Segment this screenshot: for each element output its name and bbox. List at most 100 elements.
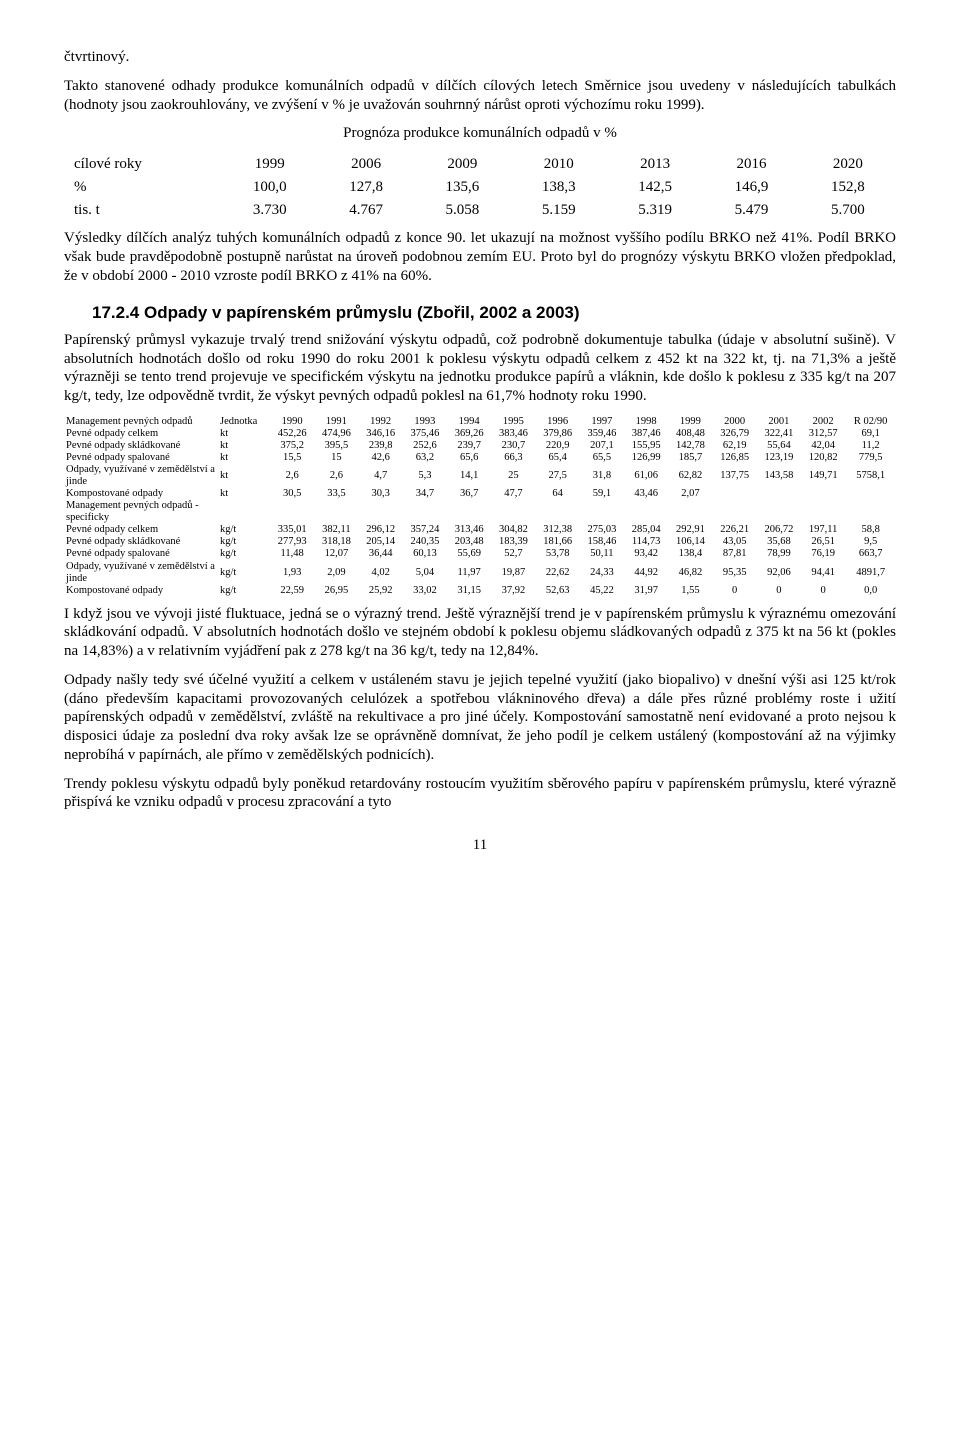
- cell: 120,82: [801, 452, 845, 464]
- cell: Pevné odpady celkem: [64, 524, 218, 536]
- cell: 47,7: [491, 488, 535, 500]
- cell: 335,01: [270, 524, 314, 536]
- cell: 369,26: [447, 428, 491, 440]
- cell: 142,5: [607, 176, 703, 199]
- cell: 126,99: [624, 452, 668, 464]
- cell: 100,0: [222, 176, 318, 199]
- cell: 24,33: [580, 561, 624, 585]
- cell: [403, 500, 447, 524]
- cell: 45,22: [580, 585, 624, 597]
- table-row: % 100,0 127,8 135,6 138,3 142,5 146,9 15…: [64, 176, 896, 199]
- cell: 55,69: [447, 548, 491, 560]
- header-cell: 1990: [270, 416, 314, 428]
- header-cell: 1999: [668, 416, 712, 428]
- cell: 146,9: [703, 176, 799, 199]
- cell: 183,39: [491, 536, 535, 548]
- cell: 9,5: [845, 536, 896, 548]
- cell: 42,6: [359, 452, 403, 464]
- cell: 275,03: [580, 524, 624, 536]
- paragraph: Papírenský průmysl vykazuje trvalý trend…: [64, 331, 896, 406]
- cell: 304,82: [491, 524, 535, 536]
- cell: 5.319: [607, 199, 703, 222]
- header-cell: cílové roky: [64, 153, 222, 176]
- cell: kt: [218, 452, 270, 464]
- cell: 44,92: [624, 561, 668, 585]
- cell: 2,07: [668, 488, 712, 500]
- paragraph: I když jsou ve vývoji jisté fluktuace, j…: [64, 605, 896, 661]
- header-cell: 2010: [511, 153, 607, 176]
- cell: 357,24: [403, 524, 447, 536]
- cell: 4.767: [318, 199, 414, 222]
- cell: 42,04: [801, 440, 845, 452]
- cell: 62,19: [713, 440, 757, 452]
- header-cell: Jednotka: [218, 416, 270, 428]
- cell: 1,93: [270, 561, 314, 585]
- cell: 26,95: [314, 585, 358, 597]
- table-row: Odpady, využívané v zemědělství a jindek…: [64, 464, 896, 488]
- cell: 37,92: [491, 585, 535, 597]
- cell: 1,55: [668, 585, 712, 597]
- table-row: cílové roky 1999 2006 2009 2010 2013 201…: [64, 153, 896, 176]
- cell: Odpady, využívané v zemědělství a jinde: [64, 464, 218, 488]
- cell: 127,8: [318, 176, 414, 199]
- table-row: Pevné odpady celkemkt452,26474,96346,163…: [64, 428, 896, 440]
- cell: 239,7: [447, 440, 491, 452]
- cell: 2,6: [314, 464, 358, 488]
- cell: 50,11: [580, 548, 624, 560]
- header-cell: 1994: [447, 416, 491, 428]
- table-row: Pevné odpady celkemkg/t335,01382,11296,1…: [64, 524, 896, 536]
- table-row: tis. t 3.730 4.767 5.058 5.159 5.319 5.4…: [64, 199, 896, 222]
- cell: 230,7: [491, 440, 535, 452]
- cell: 5.700: [800, 199, 896, 222]
- cell: 296,12: [359, 524, 403, 536]
- cell: 87,81: [713, 548, 757, 560]
- paragraph: Výsledky dílčích analýz tuhých komunální…: [64, 229, 896, 285]
- cell: [845, 500, 896, 524]
- cell: 312,38: [536, 524, 580, 536]
- cell: 36,7: [447, 488, 491, 500]
- cell: 92,06: [757, 561, 801, 585]
- cell: %: [64, 176, 222, 199]
- cell: 5758,1: [845, 464, 896, 488]
- header-cell: 1992: [359, 416, 403, 428]
- cell: 53,78: [536, 548, 580, 560]
- cell: 5.159: [511, 199, 607, 222]
- cell: 11,97: [447, 561, 491, 585]
- cell: 30,3: [359, 488, 403, 500]
- cell: 55,64: [757, 440, 801, 452]
- cell: 36,44: [359, 548, 403, 560]
- cell: 375,2: [270, 440, 314, 452]
- cell: 346,16: [359, 428, 403, 440]
- cell: 5.058: [414, 199, 510, 222]
- cell: Pevné odpady spalované: [64, 452, 218, 464]
- cell: 27,5: [536, 464, 580, 488]
- cell: [359, 500, 403, 524]
- cell: 46,82: [668, 561, 712, 585]
- cell: kt: [218, 440, 270, 452]
- cell: 65,6: [447, 452, 491, 464]
- table-row: Kompostované odpadykt30,533,530,334,736,…: [64, 488, 896, 500]
- cell: 11,48: [270, 548, 314, 560]
- header-cell: 2002: [801, 416, 845, 428]
- cell: 25,92: [359, 585, 403, 597]
- cell: 14,1: [447, 464, 491, 488]
- cell: 5,3: [403, 464, 447, 488]
- cell: 69,1: [845, 428, 896, 440]
- cell: [270, 500, 314, 524]
- cell: 31,97: [624, 585, 668, 597]
- cell: 65,5: [580, 452, 624, 464]
- table-row: Pevné odpady spalovanékt15,51542,663,265…: [64, 452, 896, 464]
- cell: 207,1: [580, 440, 624, 452]
- cell: 152,8: [800, 176, 896, 199]
- cell: 387,46: [624, 428, 668, 440]
- cell: 322,41: [757, 428, 801, 440]
- cell: 277,93: [270, 536, 314, 548]
- cell: 94,41: [801, 561, 845, 585]
- cell: kg/t: [218, 561, 270, 585]
- cell: Pevné odpady celkem: [64, 428, 218, 440]
- cell: 2,09: [314, 561, 358, 585]
- cell: 318,18: [314, 536, 358, 548]
- paragraph: Takto stanovené odhady produkce komunáln…: [64, 77, 896, 115]
- cell: tis. t: [64, 199, 222, 222]
- cell: 359,46: [580, 428, 624, 440]
